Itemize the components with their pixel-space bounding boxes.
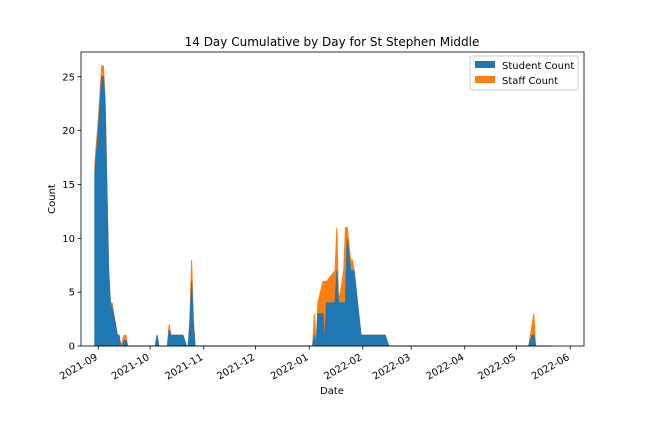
x-axis-label: Date [320, 386, 344, 397]
legend: Student Count Staff Count [469, 55, 579, 91]
y-tick-label: 5 [69, 288, 75, 299]
plot-frame [80, 51, 585, 347]
x-tick-label: 2021-11 [164, 352, 206, 382]
legend-swatch-staff [475, 76, 495, 83]
series-area-staff [94, 65, 553, 347]
legend-label-staff: Staff Count [502, 76, 558, 87]
x-tick-label: 2022-02 [323, 352, 365, 382]
y-tick-label: 10 [62, 234, 75, 245]
x-tick-label: 2022-04 [425, 352, 467, 382]
x-tick-label: 2022-05 [476, 352, 518, 382]
legend-swatch-student [475, 61, 495, 68]
y-tick-label: 20 [62, 126, 75, 137]
y-axis-label: Count [47, 184, 58, 214]
plot-areas [94, 65, 553, 347]
x-tick-label: 2021-10 [110, 352, 152, 382]
legend-frame [469, 55, 579, 91]
x-tick-label: 2022-06 [530, 352, 572, 382]
x-tick-label: 2021-12 [215, 352, 257, 382]
legend-label-student: Student Count [502, 61, 574, 72]
x-tick-label: 2022-01 [269, 352, 311, 382]
x-tick-label: 2021-09 [58, 352, 100, 382]
y-tick-label: 15 [62, 180, 75, 191]
chart-title: 14 Day Cumulative by Day for St Stephen … [185, 35, 480, 49]
y-tick-label: 25 [62, 72, 75, 83]
x-tick-label: 2022-03 [371, 352, 413, 382]
series-area-student [94, 76, 553, 347]
y-tick-label: 0 [69, 342, 75, 353]
